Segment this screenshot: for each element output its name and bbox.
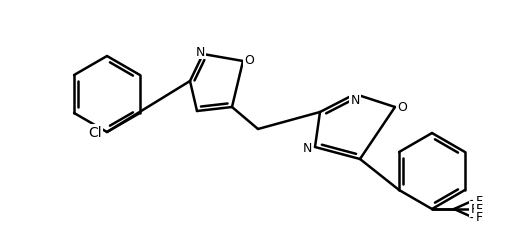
Text: N: N xyxy=(302,141,312,154)
Text: N: N xyxy=(195,45,205,58)
Text: O: O xyxy=(244,53,254,66)
Text: F: F xyxy=(476,211,482,224)
Text: F: F xyxy=(476,203,482,216)
Text: N: N xyxy=(350,93,360,106)
Text: Cl: Cl xyxy=(88,125,102,139)
Text: F: F xyxy=(476,195,482,208)
Text: O: O xyxy=(397,101,407,114)
Text: F: F xyxy=(470,203,478,216)
